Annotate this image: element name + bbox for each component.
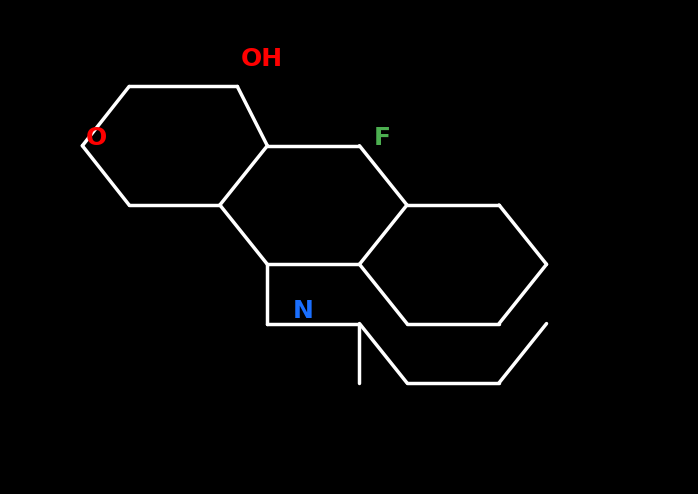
Text: O: O bbox=[86, 126, 107, 150]
Text: F: F bbox=[373, 126, 390, 150]
Text: N: N bbox=[293, 299, 314, 323]
Text: OH: OH bbox=[241, 47, 283, 71]
